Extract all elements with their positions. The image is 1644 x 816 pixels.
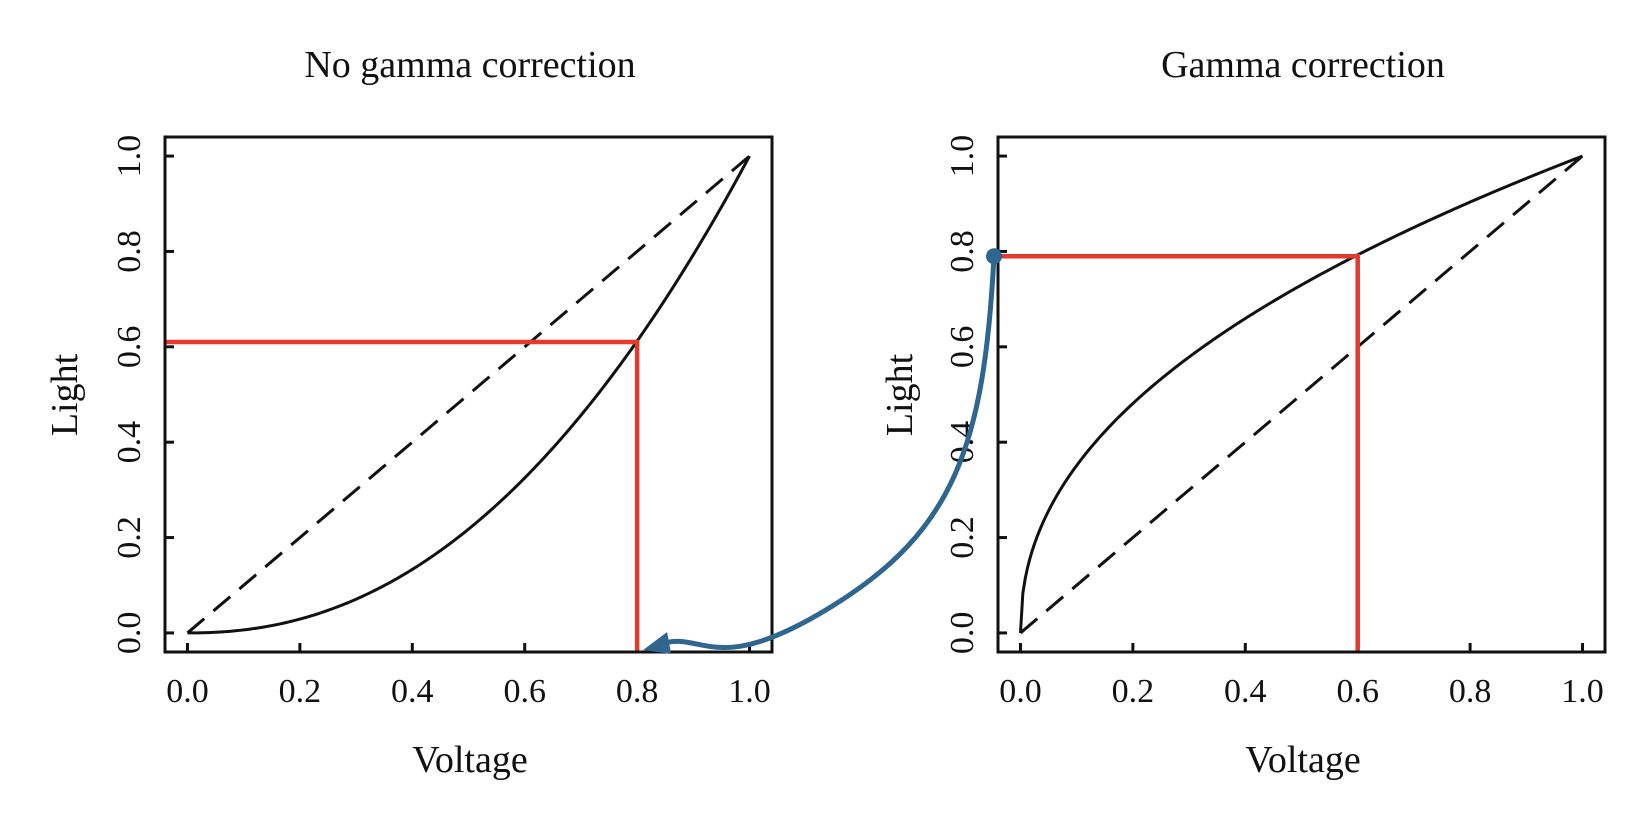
y-tick-label: 1.0 — [111, 135, 148, 178]
identity-line — [186, 154, 751, 635]
tick-group: 0.00.00.20.20.40.40.60.60.80.81.01.0 — [944, 135, 1604, 710]
y-tick-label: 1.0 — [944, 135, 981, 178]
tick-group: 0.0 0.0 0.2 0.2 0.4 0.4 0.6 0.6 0.8 0.8 1.0 1.0 — [111, 135, 771, 710]
x-tick-label: 0.4 — [1224, 673, 1267, 710]
arrow-head-icon — [643, 632, 672, 654]
x-tick-label: 0.0 — [166, 673, 209, 710]
arrow-origin-dot — [986, 248, 1002, 265]
x-tick-label: 1.0 — [728, 673, 771, 710]
response-curve — [187, 155, 751, 635]
y-tick-label: 0.4 — [111, 421, 148, 464]
y-tick-label: 0.2 — [944, 516, 981, 559]
x-tick-label: 0.2 — [279, 673, 322, 710]
y-tick-label: 0.0 — [944, 612, 981, 655]
guide-line — [165, 339, 640, 652]
y-tick-label: 0.6 — [944, 326, 981, 369]
y-axis-label: Light — [879, 353, 921, 436]
x-axis-label: Voltage — [412, 739, 527, 781]
x-tick-label: 0.0 — [999, 673, 1042, 710]
identity-line — [1019, 154, 1584, 635]
plot-frame — [163, 135, 774, 654]
chart-title: No gamma correction — [304, 44, 635, 86]
x-tick-label: 0.6 — [503, 673, 546, 710]
y-tick-label: 0.8 — [944, 230, 981, 273]
x-tick-label: 0.8 — [616, 673, 659, 710]
x-tick-label: 0.4 — [391, 673, 434, 710]
y-axis-label: Light — [44, 353, 86, 436]
x-tick-label: 1.0 — [1561, 673, 1604, 710]
plot-frame — [996, 135, 1607, 654]
x-tick-label: 0.6 — [1336, 673, 1379, 710]
x-tick-label: 0.2 — [1112, 673, 1155, 710]
y-tick-label: 0.6 — [111, 326, 148, 369]
x-tick-label: 0.8 — [1449, 673, 1492, 710]
response-curve — [1018, 154, 1584, 634]
y-tick-label: 0.2 — [111, 516, 148, 559]
mapping-arrow — [660, 256, 997, 650]
chart-no-gamma: No gamma correction Voltage Light 0.00.0… — [44, 44, 774, 781]
chart-title: Gamma correction — [1161, 44, 1445, 86]
x-axis-label: Voltage — [1245, 739, 1360, 781]
guide-line — [998, 253, 1360, 652]
chart-gamma-correction: Gamma correction Voltage Light 0.0 0.0 0.2… — [879, 44, 1607, 781]
y-tick-label: 0.0 — [111, 612, 148, 655]
y-tick-label: 0.8 — [111, 230, 148, 273]
